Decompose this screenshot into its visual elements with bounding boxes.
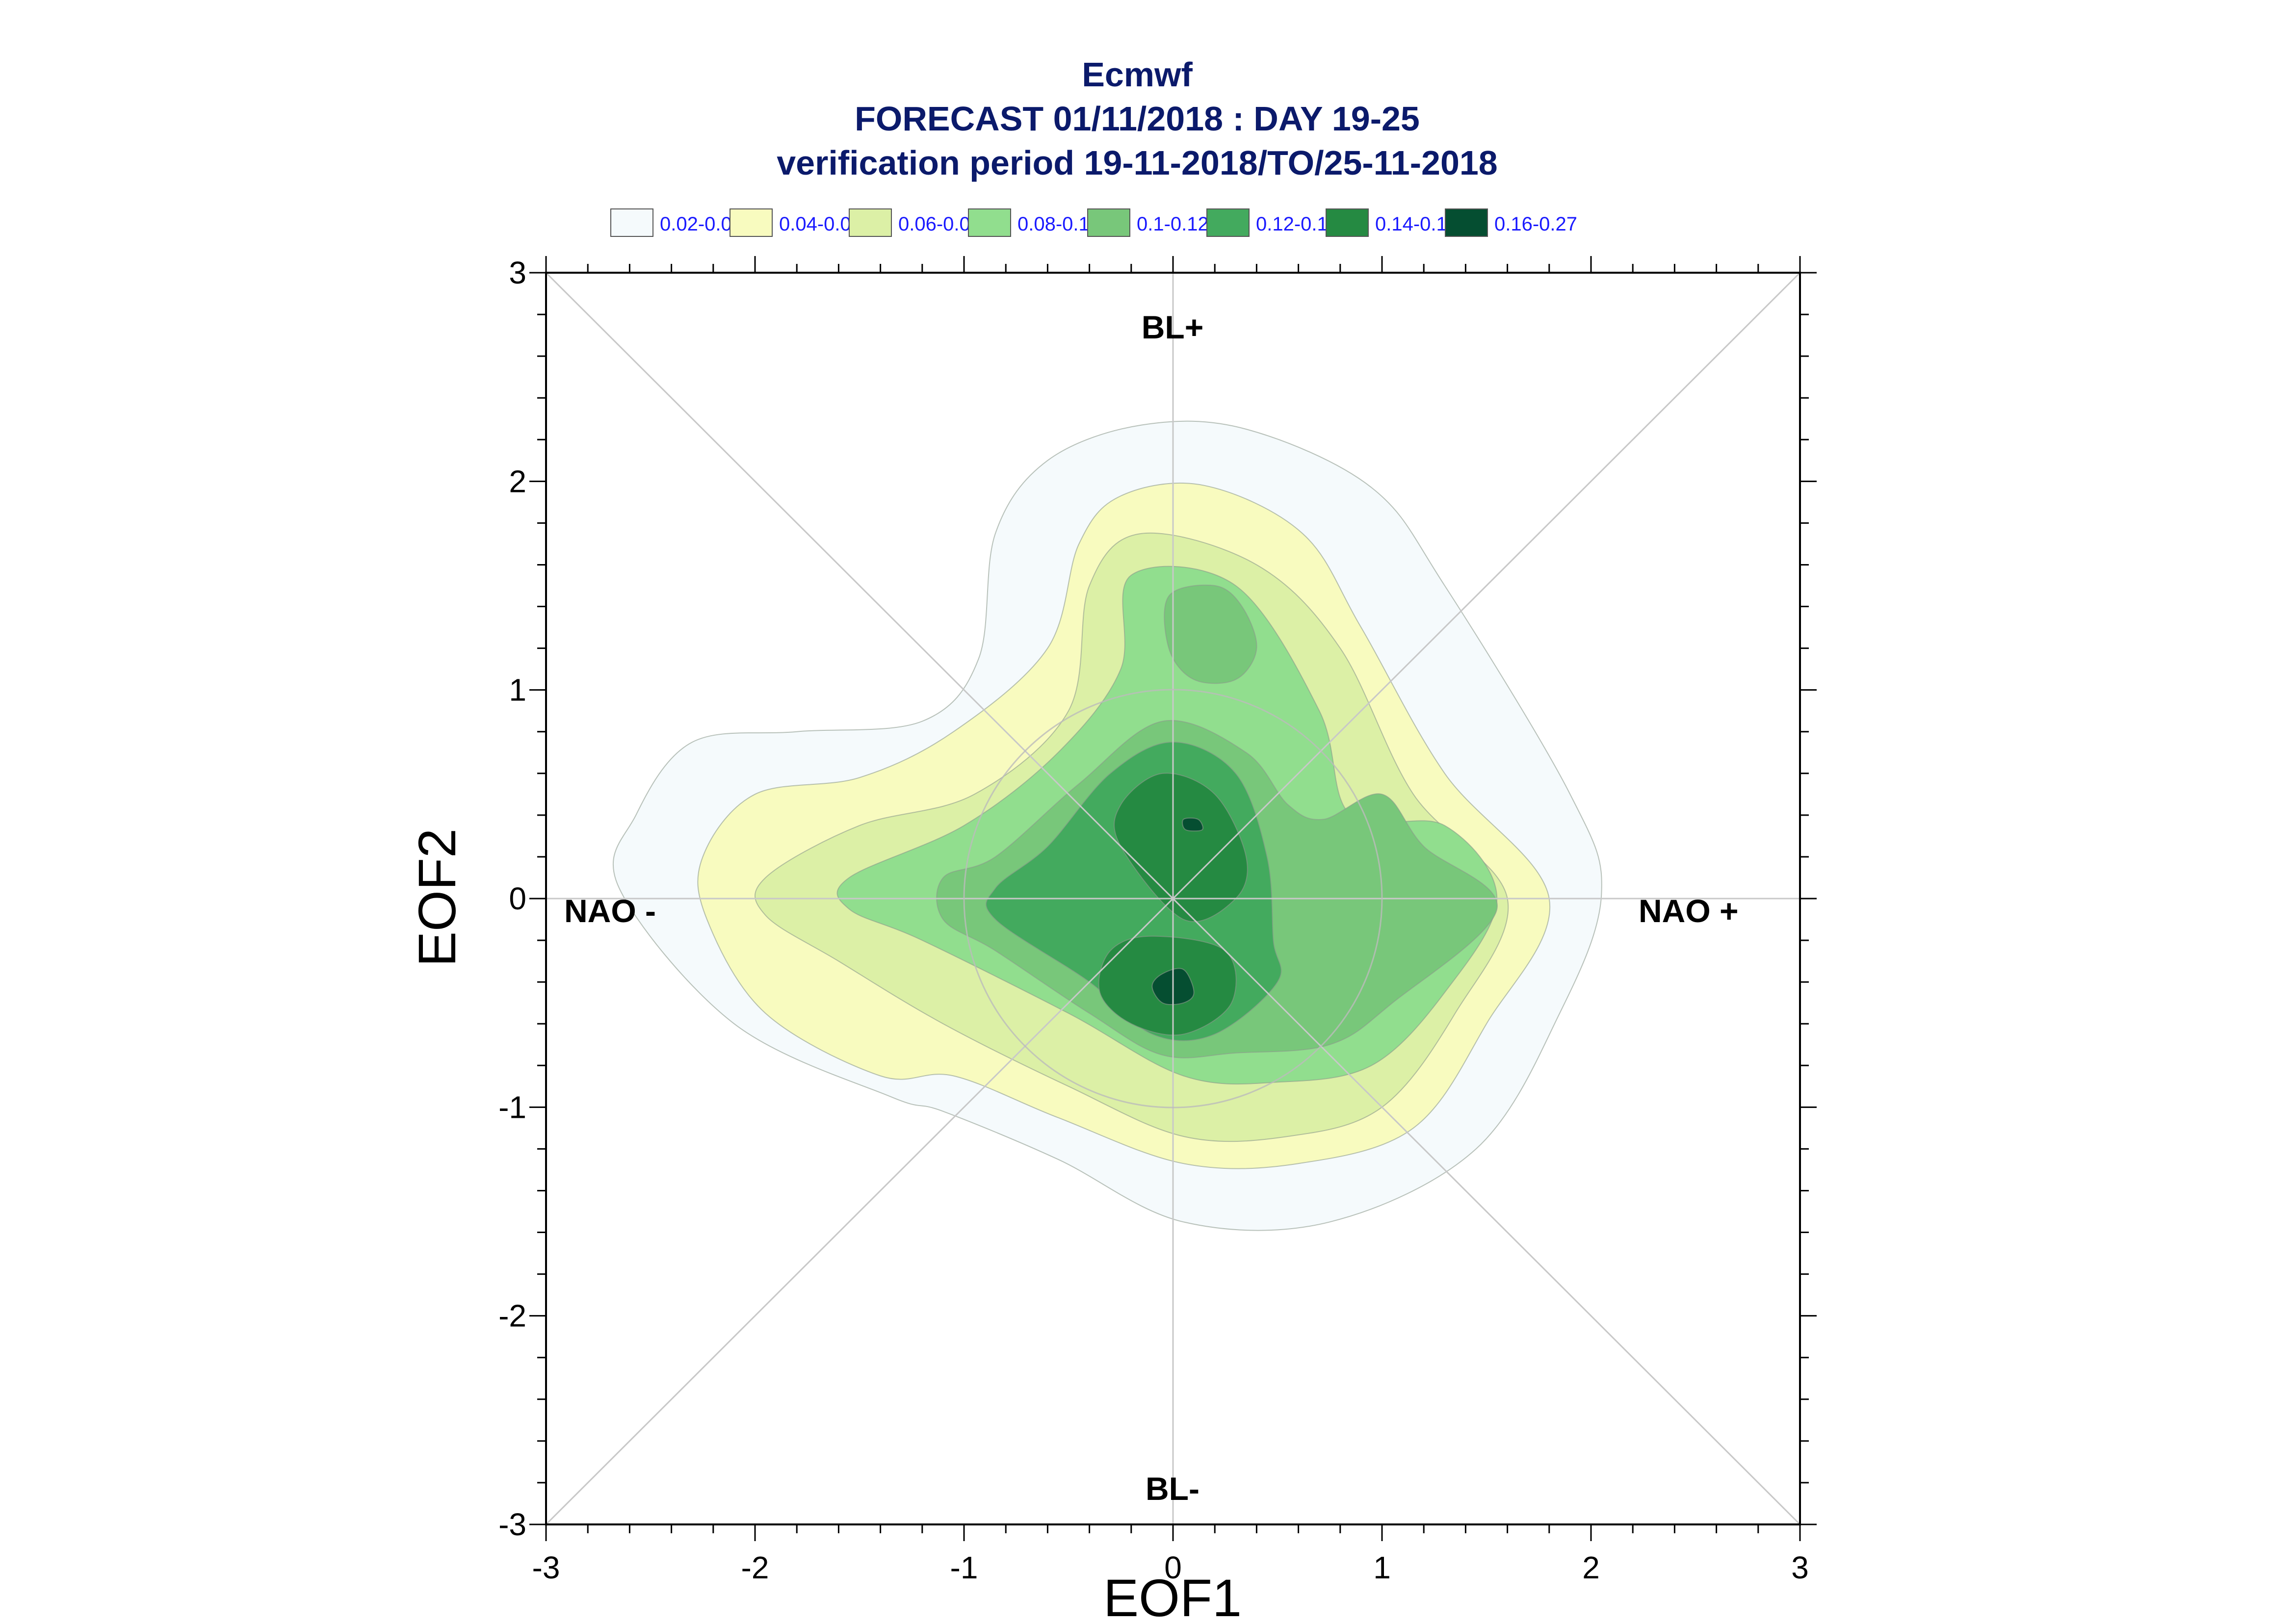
x-tick-label: 0 — [1164, 1550, 1182, 1585]
legend-swatch-0.06-0.08 — [849, 208, 892, 237]
regime-labels: BL+ BL- NAO - NAO + — [564, 309, 1739, 1507]
regime-label-right: NAO + — [1639, 893, 1739, 929]
y-tick-label: 1 — [509, 672, 526, 708]
title-line-2: FORECAST 01/11/2018 : DAY 19-25 — [855, 100, 1420, 138]
x-tick-label: 3 — [1791, 1550, 1809, 1585]
x-tick-label: 1 — [1373, 1550, 1391, 1585]
plot-area: -3 -2 -1 0 1 2 3 3 2 1 0 -1 -2 -3 — [498, 255, 1817, 1585]
legend-swatch-0.08-0.1 — [968, 208, 1011, 237]
y-tick-label: -3 — [498, 1507, 526, 1542]
regime-label-top: BL+ — [1142, 309, 1204, 345]
y-tick-label: 0 — [509, 881, 526, 916]
chart-legend: 0.02-0.04 0.04-0.06 0.06-0.08 0.08-0.1 0.1-0… — [610, 208, 1577, 237]
y-tick-label: 2 — [509, 464, 526, 499]
legend-label-0.02-0.04: 0.02-0.04 — [660, 213, 743, 235]
legend-swatch-0.14-0.16 — [1326, 208, 1369, 237]
y-axis-label: EOF2 — [407, 828, 467, 967]
chart-title: Ecmwf FORECAST 01/11/2018 : DAY 19-25 ve… — [777, 55, 1498, 182]
legend-label-0.16-0.27: 0.16-0.27 — [1494, 213, 1577, 235]
y-tick-label: 3 — [509, 255, 526, 290]
x-tick-label: -3 — [532, 1550, 560, 1585]
y-tick-label: -2 — [498, 1298, 526, 1334]
regime-label-left: NAO - — [564, 893, 656, 929]
unit-circle — [963, 689, 1383, 1108]
title-line-3: verification period 19-11-2018/TO/25-11-… — [777, 144, 1498, 182]
regime-label-bottom: BL- — [1146, 1470, 1200, 1507]
legend-label-0.06-0.08: 0.06-0.08 — [898, 213, 981, 235]
legend-swatch-0.1-0.12 — [1087, 208, 1130, 237]
legend-label-0.04-0.06: 0.04-0.06 — [779, 213, 862, 235]
title-line-1: Ecmwf — [1082, 55, 1193, 94]
x-axis-label: EOF1 — [1103, 1568, 1242, 1624]
legend-swatch-0.04-0.06 — [730, 208, 773, 237]
legend-label-0.08-0.1: 0.08-0.1 — [1017, 213, 1090, 235]
contour-0.14-0.16-7 — [1114, 773, 1248, 923]
legend-swatch-0.16-0.27 — [1445, 208, 1488, 237]
legend-label-0.12-0.14: 0.12-0.14 — [1256, 213, 1339, 235]
x-tick-label: -2 — [741, 1550, 769, 1585]
legend-swatch-0.12-0.14 — [1206, 208, 1250, 237]
x-tick-label: 2 — [1582, 1550, 1600, 1585]
contour-0.1-0.12-5 — [1164, 584, 1257, 684]
legend-label-0.1-0.12: 0.1-0.12 — [1137, 213, 1209, 235]
x-tick-label: -1 — [950, 1550, 978, 1585]
contour-0.16-0.27-9 — [1182, 817, 1203, 832]
legend-label-0.14-0.16: 0.14-0.16 — [1375, 213, 1458, 235]
legend-swatch-0.02-0.04 — [610, 208, 653, 237]
y-tick-label: -1 — [498, 1089, 526, 1125]
